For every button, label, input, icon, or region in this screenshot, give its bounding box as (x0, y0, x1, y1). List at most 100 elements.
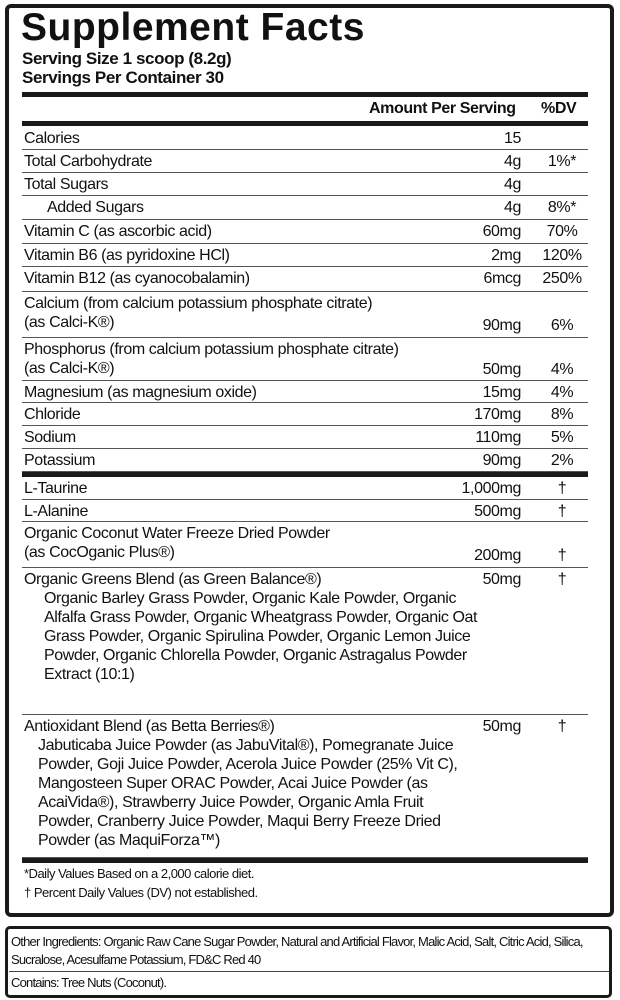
amount: 500mg (474, 503, 521, 520)
row-name: Magnesium (as magnesium oxide) (24, 383, 257, 402)
nutrient-name: Antioxidant Blend (as Betta Berries®) (24, 718, 275, 735)
daily-value: 5% (550, 429, 574, 446)
row-name: L-Alanine (24, 502, 88, 521)
amount: 1,000mg (461, 480, 522, 497)
nutrient-name: Vitamin B6 (as pyridoxine HCl) (24, 247, 230, 264)
nutrient-name: Calories (24, 130, 80, 147)
nutrient-name: Total Sugars (24, 176, 109, 193)
amount: 170mg (474, 406, 521, 423)
divider (22, 858, 588, 863)
nutrient-detail: Organic Barley Grass Powder, Organic Kal… (44, 590, 478, 683)
daily-value: † (557, 718, 567, 735)
allergen-statement: Contains: Tree Nuts (Coconut). (11, 975, 167, 990)
table-row: Total Carbohydrate 4g 1%* (22, 150, 588, 173)
daily-value: 2% (550, 452, 574, 469)
amount: 4g (504, 153, 521, 170)
table-row: Calories 15 (22, 127, 588, 150)
table-row: Vitamin B6 (as pyridoxine HCl) 2mg 120% (22, 244, 588, 267)
row-name: Antioxidant Blend (as Betta Berries®) Jab… (24, 717, 478, 850)
nutrient-name: L-Alanine (24, 503, 89, 520)
nutrient-name: Added Sugars (47, 199, 144, 216)
nutrient-detail: Jabuticaba Juice Powder (as JabuVital®),… (38, 737, 458, 849)
amount: 90mg (482, 452, 522, 469)
daily-value: 8% (550, 406, 574, 423)
dv-header: %DV (541, 100, 577, 117)
row-name: Chloride (24, 405, 81, 424)
table-row: Antioxidant Blend (as Betta Berries®) Jab… (22, 715, 588, 858)
row-name: Vitamin B6 (as pyridoxine HCl) (24, 246, 230, 265)
daily-value: † (557, 571, 567, 588)
daily-value: 8%* (547, 199, 577, 216)
panel-title: Supplement Facts (21, 6, 365, 49)
amount: 110mg (475, 429, 521, 446)
nutrient-name: Sodium (24, 429, 76, 446)
table-row: Magnesium (as magnesium oxide) 15mg 4% (22, 381, 588, 403)
amount: 200mg (474, 547, 521, 564)
amount: 60mg (482, 223, 522, 240)
daily-value: 4% (550, 384, 574, 401)
table-row: Calcium (from calcium potassium phosphat… (22, 292, 588, 338)
amount: 15mg (482, 384, 522, 401)
row-name: Total Carbohydrate (24, 152, 152, 171)
table-row: Phosphorus (from calcium potassium phosp… (22, 338, 588, 381)
table-row: Organic Coconut Water Freeze Dried Powde… (22, 522, 588, 568)
amount: 2mg (491, 247, 521, 264)
nutrient-name: Organic Coconut Water Freeze Dried Powde… (24, 525, 330, 542)
daily-value: 1%* (547, 153, 577, 170)
nutrient-name: Vitamin B12 (as cyanocobalamin) (24, 270, 250, 287)
nutrient-name: Magnesium (as magnesium oxide) (24, 384, 257, 401)
table-row: Potassium 90mg 2% (22, 449, 588, 472)
amount-header: Amount Per Serving (369, 100, 516, 117)
supplement-facts-panel (5, 4, 614, 917)
table-row: Added Sugars 4g 8%* (22, 196, 588, 220)
amount: 90mg (482, 317, 522, 334)
nutrient-name: Chloride (24, 406, 81, 423)
row-name: Calories (24, 129, 80, 148)
footnote-dv: *Daily Values Based on a 2,000 calorie d… (24, 866, 254, 881)
other-ingredients: Other Ingredients: Organic Raw Cane Suga… (11, 934, 584, 967)
daily-value: † (557, 480, 567, 497)
table-row: Total Sugars 4g (22, 173, 588, 196)
row-name: Organic Coconut Water Freeze Dried Powde… (24, 524, 330, 562)
table-row: Chloride 170mg 8% (22, 403, 588, 426)
amount: 50mg (482, 571, 522, 588)
row-name: Phosphorus (from calcium potassium phosp… (24, 340, 399, 378)
divider (9, 971, 609, 972)
row-name: Vitamin C (as ascorbic acid) (24, 222, 212, 241)
footnote-dagger: † Percent Daily Values (DV) not establis… (24, 885, 258, 900)
table-row: Organic Greens Blend (as Green Balance®)… (22, 568, 588, 715)
table-row: Sodium 110mg 5% (22, 426, 588, 449)
daily-value: 6% (550, 317, 574, 334)
nutrient-name: Vitamin C (as ascorbic acid) (24, 223, 212, 240)
other-ingredients-panel (5, 926, 612, 998)
row-name: Organic Greens Blend (as Green Balance®)… (24, 570, 484, 684)
row-name: Sodium (24, 428, 76, 447)
divider (22, 472, 588, 477)
daily-value: † (557, 503, 567, 520)
nutrient-detail: (as Calci-K®) (24, 360, 115, 377)
row-name: Potassium (24, 451, 96, 470)
daily-value: † (557, 547, 567, 564)
table-row: Vitamin C (as ascorbic acid) 60mg 70% (22, 220, 588, 244)
daily-value: 4% (550, 361, 574, 378)
amount: 4g (504, 176, 521, 193)
table-row: L-Alanine 500mg † (22, 500, 588, 522)
nutrient-name: Phosphorus (from calcium potassium phosp… (24, 341, 399, 358)
table-row: Vitamin B12 (as cyanocobalamin) 6mcg 250% (22, 267, 588, 292)
amount: 50mg (482, 718, 522, 735)
nutrient-name: L-Taurine (24, 480, 88, 497)
divider (22, 121, 588, 126)
amount: 6mcg (483, 270, 521, 287)
row-name: Added Sugars (24, 198, 144, 217)
nutrient-name: Organic Greens Blend (as Green Balance®) (24, 571, 322, 588)
row-name: Vitamin B12 (as cyanocobalamin) (24, 269, 250, 288)
table-row: L-Taurine 1,000mg † (22, 477, 588, 500)
row-name: Total Sugars (24, 175, 109, 194)
nutrient-name: Calcium (from calcium potassium phosphat… (24, 295, 373, 312)
amount: 4g (504, 199, 521, 216)
divider (22, 92, 588, 97)
daily-value: 250% (542, 270, 582, 287)
nutrient-name: Potassium (24, 452, 96, 469)
nutrient-detail: (as CocOganic Plus®) (24, 544, 175, 561)
serving-size: Serving Size 1 scoop (8.2g) (22, 49, 232, 68)
